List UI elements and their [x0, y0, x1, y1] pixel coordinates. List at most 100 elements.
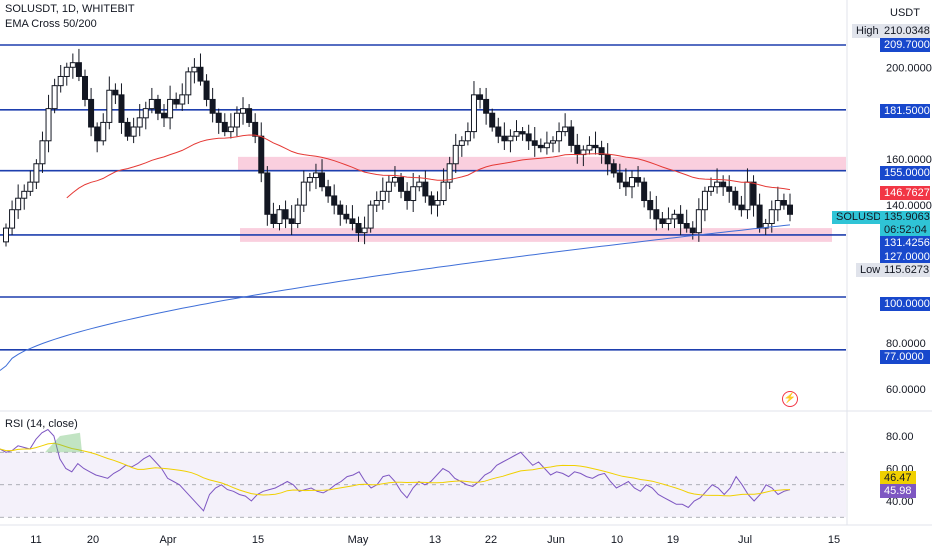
candle-body [221, 121, 228, 133]
chart-title: SOLUSDT, 1D, WHITEBIT [5, 3, 135, 15]
candle-body [39, 140, 46, 165]
price-axis-label: 160.0000 [886, 154, 932, 166]
candle-body [556, 131, 563, 142]
candle-body [233, 112, 240, 128]
candle-body [707, 186, 714, 192]
candle-body [568, 126, 575, 146]
high-value: 210.0348 [880, 24, 930, 38]
last-price-tag: 135.9063 [880, 211, 930, 224]
candle-body [312, 172, 319, 179]
candle-body [750, 181, 757, 206]
candle-body [744, 181, 751, 211]
candle-body [574, 144, 581, 156]
candle-body [100, 121, 107, 142]
level-tag-209: 209.7000 [880, 38, 930, 52]
candle-body [440, 181, 447, 202]
ema50-line [66, 134, 791, 199]
candle-body [379, 190, 386, 202]
candle-body [63, 66, 70, 77]
high-label: High [852, 24, 883, 38]
zone-0 [238, 156, 846, 171]
rsi-ma-line [0, 442, 791, 497]
candle-body [628, 177, 635, 188]
candle-body [519, 131, 526, 135]
candle-body [361, 227, 368, 234]
candle-body [142, 108, 149, 119]
candle-body [452, 144, 459, 165]
candle-body [410, 186, 417, 202]
candle-body [355, 222, 362, 234]
candle-body [641, 181, 648, 202]
x-tick-label: 15 [828, 534, 840, 546]
candle-body [726, 186, 733, 192]
candle-body [252, 121, 259, 137]
price-axis-label: 140.0000 [886, 200, 932, 212]
x-tick-label: 15 [252, 534, 264, 546]
candle-body [598, 147, 605, 156]
candle-body [695, 209, 702, 234]
candle-body [543, 142, 550, 149]
candle-body [434, 200, 441, 206]
candle-body [653, 209, 660, 220]
candle-body [635, 177, 642, 183]
candle-body [549, 140, 556, 144]
candle-body [537, 144, 544, 149]
rsi-line [0, 428, 791, 512]
rsi-axis-label: 40.00 [886, 496, 914, 508]
candle-body [610, 163, 617, 174]
x-tick-label: 20 [87, 534, 99, 546]
candle-body [45, 108, 52, 142]
candle-body [349, 218, 356, 224]
level-tag-100: 100.0000 [880, 297, 930, 311]
candle-body [112, 89, 119, 96]
lightning-icon[interactable]: ⚡ [782, 391, 798, 407]
candle-body [774, 200, 781, 211]
candle-body [477, 94, 484, 100]
rsi-label[interactable]: RSI (14, close) [5, 418, 78, 430]
ema200-tag: 131.4256 [880, 236, 930, 250]
candle-body [154, 98, 161, 114]
candle-body [562, 126, 569, 133]
candle-body [33, 163, 40, 183]
rsi-axis-label: 80.00 [886, 431, 914, 443]
candle-body [300, 181, 307, 206]
price-axis-label: 200.0000 [886, 62, 932, 74]
candle-body [215, 112, 222, 123]
candle-body [21, 190, 28, 199]
candle-body [398, 177, 405, 192]
candle-body [167, 98, 174, 119]
price-axis-label: 60.0000 [886, 384, 926, 396]
candle-body [282, 209, 289, 220]
candle-body [130, 126, 137, 137]
candle-body [756, 204, 763, 229]
candle-body [173, 98, 180, 105]
x-tick-label: 10 [611, 534, 623, 546]
candle-body [191, 66, 198, 73]
candle-body [161, 112, 168, 119]
candle-body [94, 126, 101, 142]
x-tick-label: May [348, 534, 369, 546]
candle-body [367, 204, 374, 229]
candle-body [422, 181, 429, 197]
candle-body [51, 85, 58, 110]
candle-body [659, 218, 666, 224]
candle-body [428, 195, 435, 206]
candle-body [264, 172, 271, 215]
candle-body [185, 71, 192, 96]
candle-body [525, 133, 532, 142]
candle-body [714, 181, 721, 188]
candle-body [209, 98, 216, 114]
level-tag-77: 77.0000 [880, 350, 930, 364]
candle-body [787, 204, 793, 215]
candle-body [227, 126, 234, 133]
candle-body [689, 227, 696, 234]
candle-body [276, 209, 283, 224]
candle-body [780, 200, 787, 206]
candle-body [501, 135, 508, 142]
candle-body [738, 204, 745, 211]
indicator-label[interactable]: EMA Cross 50/200 [5, 18, 97, 30]
candle-body [240, 108, 247, 114]
candle-body [647, 200, 654, 211]
countdown-tag: 06:52:04 [880, 224, 930, 237]
